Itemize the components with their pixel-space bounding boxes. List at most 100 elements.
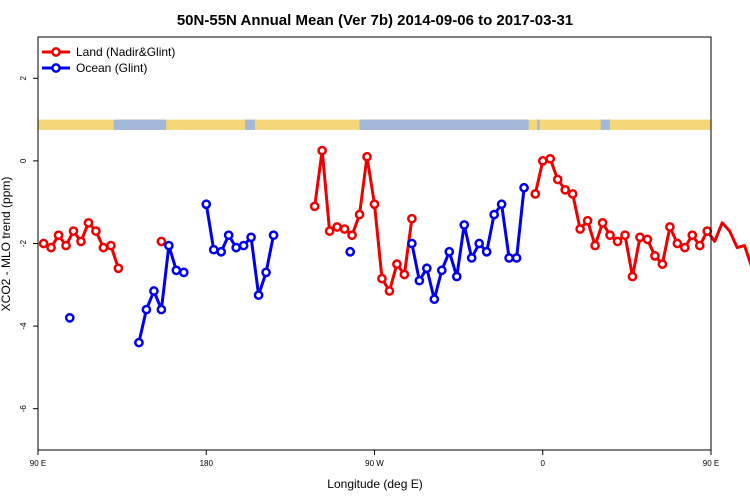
x-tick-label: 180 (200, 459, 214, 468)
ocean-band (600, 119, 611, 130)
series-land-point (552, 174, 563, 185)
series-ocean-point (421, 263, 432, 274)
legend-label: Ocean (Glint) (76, 61, 147, 75)
y-tick-label: -6 (19, 405, 28, 413)
series-land-point (392, 259, 402, 269)
x-tick-label: 0 (541, 459, 546, 468)
series-ocean-point (436, 265, 447, 276)
series-ocean-point (164, 240, 174, 251)
series-ocean-point (268, 230, 279, 241)
series-land-point (369, 199, 380, 210)
series-ocean-point (511, 253, 522, 263)
y-tick-label: -4 (19, 322, 28, 330)
series-land-point (354, 209, 365, 220)
series-ocean-point (519, 182, 529, 193)
series-land-line (313, 149, 414, 293)
series-ocean-point (414, 275, 425, 286)
series-ocean-point (238, 240, 249, 251)
series-land-point (530, 189, 541, 199)
series-land-point (702, 226, 713, 236)
series-land-point (83, 218, 94, 228)
y-tick-label: 2 (19, 76, 28, 81)
series-land-point (597, 218, 608, 228)
land-mask-strip (38, 119, 711, 130)
series-land-point (605, 230, 615, 241)
series-ocean-point (429, 294, 440, 305)
x-tick-label: 90 E (30, 459, 46, 468)
series-land-point (113, 263, 124, 274)
legend-swatch-marker (51, 47, 61, 57)
series-land-point (156, 236, 167, 247)
series-ocean-line (137, 244, 185, 343)
series-land-point (362, 151, 372, 162)
y-axis-label: XCO2 - MLO trend (ppm) (0, 177, 13, 312)
series-ocean-point (496, 199, 507, 210)
series-ocean-point (246, 232, 256, 243)
series-ocean-point (481, 246, 492, 257)
series-land-point (627, 271, 638, 282)
series-land-point (339, 224, 350, 234)
series-land-point (309, 201, 320, 212)
series-ocean-point (504, 253, 514, 263)
series-land-point (620, 230, 630, 241)
series-land-point (317, 145, 328, 156)
series-land-point (687, 230, 698, 241)
series-ocean-point (451, 271, 462, 282)
series-ocean-point (466, 253, 477, 263)
series-ocean-point (223, 230, 234, 241)
series-land-point (567, 189, 578, 199)
legend-swatch-marker (51, 63, 61, 73)
series-land-point (106, 240, 116, 251)
series-ocean-point (474, 238, 485, 249)
series-ocean (64, 182, 529, 348)
series-ocean-point (156, 304, 167, 315)
series-land-point (61, 240, 71, 251)
series-land-point (68, 226, 79, 236)
series-land-point (672, 238, 683, 249)
series-ocean-point (171, 265, 182, 276)
x-tick-label: 90 W (365, 459, 384, 468)
series-land-point (537, 156, 548, 166)
ocean-band (537, 119, 540, 130)
ocean-band (113, 119, 167, 130)
series-land-point (575, 224, 585, 234)
ocean-band (359, 119, 529, 130)
series-ocean-point (489, 209, 499, 220)
series-layer (38, 145, 750, 348)
x-tick-label: 90 E (703, 459, 719, 468)
series-ocean-point (407, 238, 417, 249)
series-land-point (91, 226, 101, 236)
series-land-point (545, 153, 556, 164)
series-land-point (53, 230, 64, 241)
series-ocean-point (231, 242, 242, 253)
series-land-point (377, 273, 387, 284)
series-land-point (38, 238, 49, 249)
x-axis-label: Longitude (deg E) (327, 477, 422, 491)
series-ocean-point (149, 286, 159, 296)
series-ocean-point (201, 199, 212, 210)
series-land-point (650, 251, 660, 261)
series-ocean-point (64, 312, 75, 323)
y-tick-label: 0 (19, 158, 28, 163)
series-land-point (347, 230, 357, 241)
series-land-point (635, 232, 645, 243)
series-ocean-point (253, 290, 264, 300)
series-ocean-point (444, 246, 455, 257)
legend-label: Land (Nadir&Glint) (76, 45, 175, 59)
series-land-point (657, 259, 668, 269)
y-axis: -6 -4 -2 0 2 (19, 76, 38, 413)
series-ocean-point (141, 304, 152, 315)
y-tick-label: -2 (19, 239, 28, 247)
series-ocean-point (208, 244, 219, 255)
series-ocean-point (178, 267, 189, 278)
ocean-band (245, 119, 255, 130)
chart-title: 50N-55N Annual Mean (Ver 7b) 2014-09-06 … (177, 12, 573, 29)
series-ocean-line (410, 187, 526, 301)
series-land-point (399, 269, 410, 280)
series-land-line (533, 157, 750, 278)
series-land-point (76, 236, 86, 247)
series-ocean-point (216, 246, 227, 257)
series-land-point (407, 213, 417, 224)
series-ocean-point (261, 267, 271, 278)
